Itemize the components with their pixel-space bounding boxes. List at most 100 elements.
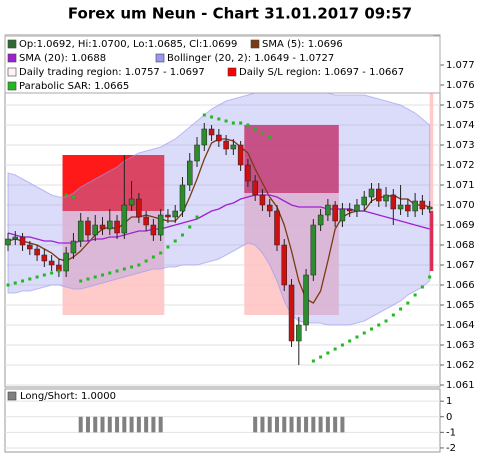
bollinger-band bbox=[7, 88, 431, 326]
candle-body bbox=[317, 214, 324, 226]
bar bbox=[274, 416, 279, 433]
sar-dot bbox=[108, 271, 112, 275]
bar bbox=[115, 416, 120, 433]
candle-body bbox=[85, 220, 91, 236]
candle-body bbox=[368, 188, 375, 198]
candle-body bbox=[296, 324, 302, 342]
bar bbox=[325, 416, 330, 433]
legend-label: SMA (5): 1.0696 bbox=[262, 39, 343, 50]
candle-body bbox=[99, 224, 106, 230]
candle-body bbox=[376, 188, 382, 202]
sar-dot bbox=[224, 119, 228, 123]
candle-body bbox=[179, 184, 186, 212]
candle-body bbox=[223, 140, 229, 150]
y-tick-label: 1.067 bbox=[446, 260, 475, 271]
y-tick-label: 1.076 bbox=[446, 80, 475, 91]
bar bbox=[100, 416, 105, 433]
sar-dot bbox=[137, 263, 141, 267]
sar-dot bbox=[370, 327, 373, 331]
sar-dot bbox=[239, 121, 243, 125]
sar-dot bbox=[253, 127, 257, 131]
sar-dot bbox=[362, 331, 366, 335]
bar bbox=[136, 416, 141, 433]
candle-body bbox=[187, 160, 193, 186]
sar-dot bbox=[86, 277, 90, 281]
sar-dot bbox=[428, 275, 432, 279]
bar bbox=[158, 416, 163, 433]
sar-dot bbox=[210, 115, 214, 119]
candle-body bbox=[107, 220, 113, 230]
bar bbox=[267, 416, 272, 433]
legend-label: Long/Short: 1.0000 bbox=[20, 391, 116, 402]
sar-dot bbox=[13, 281, 17, 285]
legend-label: Bollinger (20, 2): 1.0649 - 1.0727 bbox=[167, 53, 334, 64]
sar-dot bbox=[166, 245, 170, 249]
candle-body bbox=[216, 134, 222, 142]
region bbox=[244, 125, 339, 193]
candle-body bbox=[143, 216, 149, 226]
bar bbox=[333, 416, 338, 433]
candle-body bbox=[412, 200, 418, 212]
bar bbox=[253, 416, 258, 433]
candle-body bbox=[48, 260, 55, 266]
bar bbox=[340, 416, 345, 433]
candle-body bbox=[237, 144, 244, 166]
candle-body bbox=[19, 236, 26, 246]
sar-dot bbox=[319, 355, 323, 359]
region bbox=[62, 155, 165, 211]
sar-dot bbox=[57, 269, 61, 273]
sar-dot bbox=[420, 285, 424, 289]
candle-body bbox=[128, 198, 135, 206]
bar bbox=[144, 416, 149, 433]
chart-title: Forex um Neun - Chart 31.01.2017 09:57 bbox=[68, 5, 412, 23]
candle-body bbox=[245, 164, 251, 182]
candle-body bbox=[390, 194, 397, 210]
candle-body bbox=[405, 204, 411, 212]
candle-body bbox=[114, 220, 120, 234]
sar-dot bbox=[6, 283, 10, 287]
sar-dot bbox=[71, 195, 75, 199]
candle-body bbox=[41, 254, 48, 262]
candle-body bbox=[12, 236, 19, 240]
bar bbox=[260, 416, 265, 433]
candle-body bbox=[361, 196, 367, 206]
sar-dot bbox=[122, 267, 126, 271]
y-tick-label: -2 bbox=[446, 443, 456, 454]
candle-body bbox=[201, 128, 208, 146]
legend-box bbox=[4, 35, 441, 94]
candle-body bbox=[303, 274, 309, 326]
sar-dot bbox=[202, 113, 206, 117]
legend-swatch bbox=[7, 53, 17, 63]
y-tick-label: 1.074 bbox=[446, 120, 475, 131]
legend-swatch bbox=[7, 39, 17, 49]
candle-body bbox=[77, 220, 84, 242]
y-tick-label: 1.064 bbox=[446, 320, 475, 331]
candle-body bbox=[325, 204, 331, 216]
plot-area bbox=[4, 388, 441, 453]
sar-dot bbox=[268, 135, 272, 139]
bar bbox=[122, 416, 127, 433]
y-tick-label: 1.063 bbox=[446, 340, 475, 351]
sar-dot bbox=[173, 239, 177, 243]
candle-body bbox=[27, 244, 33, 250]
bar bbox=[289, 416, 294, 433]
region bbox=[429, 75, 434, 211]
candle-body bbox=[259, 194, 266, 206]
y-tick-label: 1.069 bbox=[446, 220, 475, 231]
bar bbox=[304, 416, 309, 433]
candle-body bbox=[281, 244, 288, 286]
sar-dot bbox=[79, 279, 83, 283]
bar bbox=[129, 416, 134, 433]
sar-dot bbox=[159, 251, 163, 255]
sar-dot bbox=[413, 293, 417, 297]
y-tick-label: 0 bbox=[446, 412, 452, 423]
y-tick-label: 1.068 bbox=[446, 240, 475, 251]
sar-dot bbox=[50, 271, 54, 275]
candle-body bbox=[288, 284, 295, 342]
legend-label: Parabolic SAR: 1.0665 bbox=[19, 81, 129, 92]
sar-dot bbox=[406, 301, 410, 305]
bar bbox=[282, 416, 287, 433]
y-tick-label: 1.066 bbox=[446, 280, 475, 291]
sar-dot bbox=[355, 335, 359, 339]
bar bbox=[85, 416, 90, 433]
